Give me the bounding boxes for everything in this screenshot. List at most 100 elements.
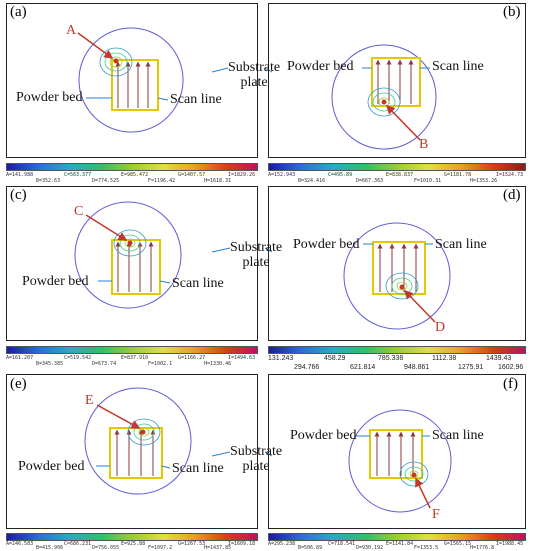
cbar-e-tick: F=1097.2	[148, 545, 173, 551]
panel-c-label: (c)	[10, 187, 27, 203]
scan-line-label-f: Scan line	[432, 428, 484, 443]
cbar-f-tick: H=1776.8	[470, 545, 495, 551]
panel-f-frame	[268, 374, 526, 529]
panel-e-geometry	[84, 387, 192, 495]
panel-a-label: (a)	[10, 4, 27, 20]
colorbar-a-ticks-top: A=141.988 C=563.377 E=985.472 G=1407.57 …	[6, 172, 258, 178]
cbar-b-tick: F=1010.31	[414, 178, 442, 184]
cbar-a-tick: C=563.377	[64, 172, 92, 178]
cbar-a-tick: G=1407.57	[178, 172, 206, 178]
colorbar-b	[268, 163, 526, 171]
marker-c: C	[74, 204, 84, 219]
cbar-e-tick: I=1609.18	[228, 541, 256, 547]
panel-f-geometry	[348, 409, 452, 513]
cbar-c-tick: D=673.74	[92, 361, 117, 367]
cbar-c-tick: H=1330.46	[204, 361, 232, 367]
colorbar-a	[6, 163, 258, 171]
cbar-a-tick: I=1829.26	[228, 172, 256, 178]
cbar-d-tick: 1602.96	[498, 364, 524, 371]
cbar-e-tick: B=415.906	[36, 545, 64, 551]
marker-e: E	[85, 393, 94, 408]
colorbar-d-ticks-top: 131.243 458.29 785.338 1112.38 1439.43	[268, 355, 526, 363]
cbar-f-tick: I=1988.45	[496, 541, 524, 547]
panel-c-frame	[6, 186, 258, 341]
cbar-f-tick: A=295.238	[268, 541, 296, 547]
powder-bed-label-a: Powder bed	[16, 90, 83, 105]
colorbar-d-ticks-bottom: 294.766 621.814 948.861 1275.91 1602.96	[268, 364, 526, 372]
panel-d-label: (d)	[503, 187, 521, 203]
cbar-a-tick: E=985.472	[121, 172, 149, 178]
panel-f-label: (f)	[503, 376, 518, 392]
colorbar-f-ticks-top: A=295.238 C=718.541 E=1141.84 G=1565.15 …	[268, 541, 526, 547]
cbar-c-tick: B=345.385	[36, 361, 64, 367]
powder-bed-label-c: Powder bed	[22, 274, 89, 289]
panel-e-frame	[6, 374, 258, 529]
cbar-d-tick: 458.29	[324, 355, 346, 362]
colorbar-b-ticks-bottom: B=324.416 D=667.363 F=1010.31 H=1353.26	[268, 178, 526, 184]
colorbar-e-ticks-top: A=246.583 C=686.231 E=925.88 G=1267.53 I…	[6, 541, 258, 547]
panel-d-frame	[268, 186, 526, 341]
scan-line-label-b: Scan line	[432, 59, 484, 74]
marker-d: D	[435, 320, 446, 335]
cbar-c-tick: A=161.207	[6, 355, 34, 361]
cbar-f-tick: D=930.192	[356, 545, 384, 551]
panel-b-geometry	[331, 44, 437, 150]
cbar-e-tick: D=756.055	[92, 545, 120, 551]
cbar-d-tick: 621.814	[350, 364, 376, 371]
colorbar-c	[6, 346, 258, 354]
cbar-f-tick: C=718.541	[328, 541, 356, 547]
colorbar-b-ticks-top: A=152.943 C=495.89 E=838.837 G=1181.78 I…	[268, 172, 526, 178]
cbar-a-tick: F=1196.42	[148, 178, 176, 184]
cbar-d-tick: 131.243	[268, 355, 294, 362]
cbar-a-tick: D=774.525	[92, 178, 120, 184]
cbar-b-tick: H=1353.26	[470, 178, 498, 184]
cbar-c-tick: I=1494.63	[228, 355, 256, 361]
substrate-plate-label-2: Substrate plate	[230, 240, 283, 270]
cbar-a-tick: B=352.63	[36, 178, 61, 184]
panel-d-geometry	[343, 222, 451, 330]
cbar-e-tick: G=1267.53	[178, 541, 206, 547]
colorbar-d	[268, 346, 526, 354]
cbar-b-tick: B=324.416	[298, 178, 326, 184]
cbar-a-tick: A=141.988	[6, 172, 34, 178]
powder-bed-label-e: Powder bed	[18, 459, 85, 474]
cbar-d-tick: 948.861	[404, 364, 430, 371]
substrate-plate-label-1: Substrate plate	[228, 60, 281, 90]
cbar-d-tick: 785.338	[378, 355, 404, 362]
colorbar-f	[268, 533, 526, 541]
marker-a: A	[66, 23, 77, 38]
cbar-d-tick: 1275.91	[458, 364, 484, 371]
cbar-b-tick: I=1524.73	[496, 172, 524, 178]
cbar-f-tick: B=506.89	[298, 545, 323, 551]
colorbar-c-ticks-bottom: B=345.385 D=673.74 F=1002.1 H=1330.46	[6, 361, 258, 367]
colorbar-e-ticks-bottom: B=415.906 D=756.055 F=1097.2 H=1437.85	[6, 545, 258, 551]
cbar-c-tick: F=1002.1	[148, 361, 173, 367]
cbar-c-tick: C=519.542	[64, 355, 92, 361]
powder-bed-label-b: Powder bed	[287, 59, 354, 74]
cbar-f-tick: G=1565.15	[444, 541, 472, 547]
cbar-b-tick: G=1181.78	[444, 172, 472, 178]
colorbar-f-ticks-bottom: B=506.89 D=930.192 F=1353.5 H=1776.8	[268, 545, 526, 551]
substrate-plate-label-3: Substrate plate	[230, 444, 283, 474]
cbar-b-tick: D=667.363	[356, 178, 384, 184]
scan-line-label-c: Scan line	[172, 276, 224, 291]
powder-bed-label-f: Powder bed	[290, 428, 357, 443]
cbar-d-tick: 294.766	[294, 364, 320, 371]
scan-line-label-a: Scan line	[170, 92, 222, 107]
colorbar-e	[6, 533, 258, 541]
panel-a-geometry	[77, 27, 184, 133]
scan-line-label-e: Scan line	[172, 461, 224, 476]
panel-e-label: (e)	[10, 376, 27, 392]
cbar-b-tick: E=838.837	[386, 172, 414, 178]
cbar-d-tick: 1439.43	[486, 355, 512, 362]
cbar-f-tick: F=1353.5	[414, 545, 439, 551]
panel-b-label: (b)	[503, 4, 521, 20]
panel-c-geometry	[74, 201, 182, 309]
marker-f: F	[432, 507, 440, 522]
cbar-e-tick: E=925.88	[121, 541, 146, 547]
cbar-c-tick: G=1166.27	[178, 355, 206, 361]
cbar-e-tick: A=246.583	[6, 541, 34, 547]
colorbar-c-ticks-top: A=161.207 C=519.542 E=837.910 G=1166.27 …	[6, 355, 258, 361]
cbar-d-tick: 1112.38	[432, 355, 457, 362]
